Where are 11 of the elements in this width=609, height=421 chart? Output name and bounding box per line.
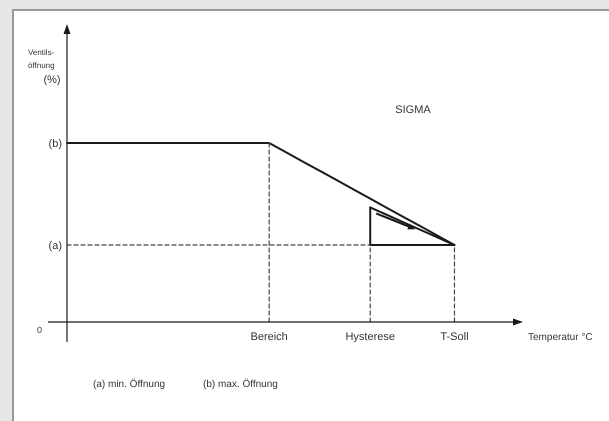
x-tick-label: T-Soll xyxy=(440,331,469,343)
annotation: (b) xyxy=(48,138,62,150)
text: (a) min. Öffnung xyxy=(93,378,166,390)
text: 0 xyxy=(36,325,42,335)
text: (b) max. Öffnung xyxy=(203,378,278,390)
x-axis-title: Temperatur °C xyxy=(528,332,593,343)
x-tick-label: Hysterese xyxy=(345,331,395,343)
text: SIGMA xyxy=(395,104,432,116)
annotation: (a) xyxy=(48,240,62,252)
x-tick-label: Bereich xyxy=(250,331,288,343)
text: Ventils- öffnung (%) xyxy=(28,48,61,86)
